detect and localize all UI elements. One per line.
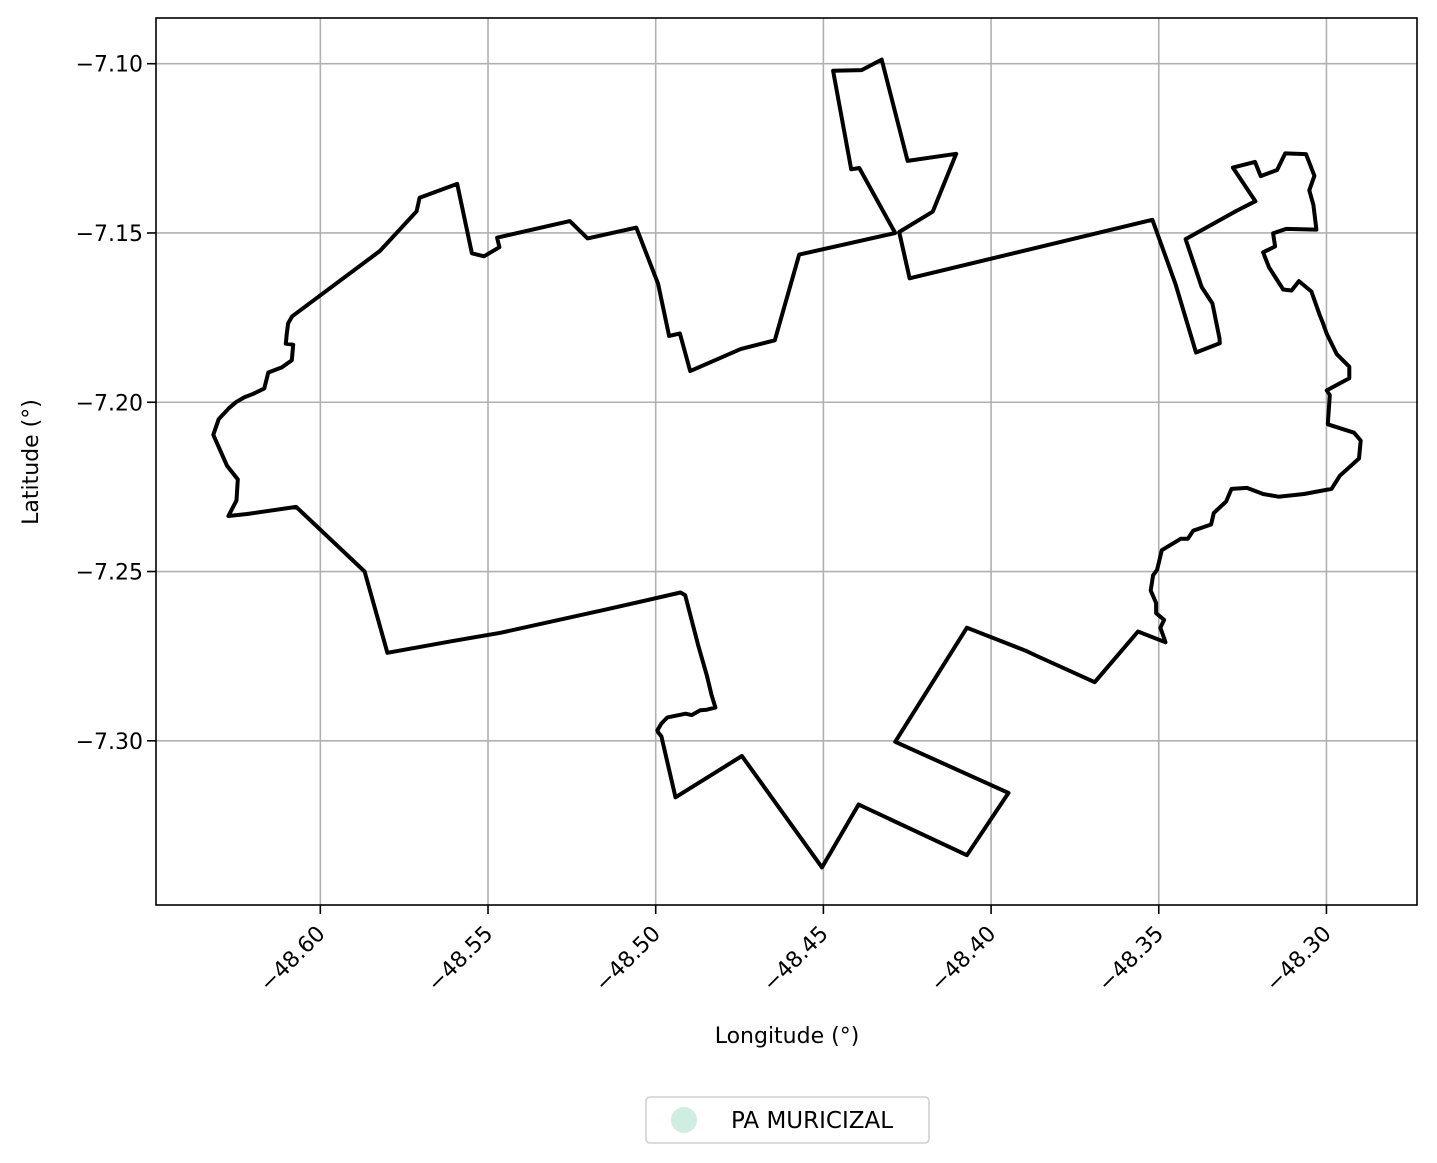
plot-frame (155, 17, 1418, 906)
y-axis-label: Latitude (°) (19, 399, 44, 525)
x-tick-label: −48.50 (591, 922, 666, 997)
legend-swatch-marker (671, 1107, 697, 1133)
legend-label: PA MURICIZAL (731, 1108, 893, 1134)
legend-frame (645, 1096, 930, 1144)
x-axis-ticks: −48.60 −48.55 −48.50 −48.45 −48.40 −48.35 −48.… (255, 905, 1337, 997)
x-tick-label: −48.30 (1261, 922, 1336, 997)
x-tick-label: −48.35 (1094, 922, 1169, 997)
y-tick-label: −7.25 (76, 561, 143, 586)
y-tick-label: −7.30 (76, 730, 143, 755)
muricizal-boundary (211, 57, 1363, 870)
grid-lines (156, 18, 1417, 905)
x-tick-label: −48.55 (423, 922, 498, 997)
x-tick-label: −48.40 (926, 922, 1001, 997)
y-tick-label: −7.10 (76, 53, 143, 78)
y-tick-label: −7.20 (76, 391, 143, 416)
x-axis-label: Longitude (°) (715, 1024, 860, 1049)
x-tick-label: −48.60 (255, 922, 330, 997)
region-layer (211, 57, 1363, 870)
x-tick-label: −48.45 (758, 922, 833, 997)
legend: PA MURICIZAL (645, 1096, 930, 1144)
y-tick-label: −7.15 (76, 222, 143, 247)
y-axis-ticks: −7.10 −7.15 −7.20 −7.25 −7.30 (76, 53, 156, 755)
